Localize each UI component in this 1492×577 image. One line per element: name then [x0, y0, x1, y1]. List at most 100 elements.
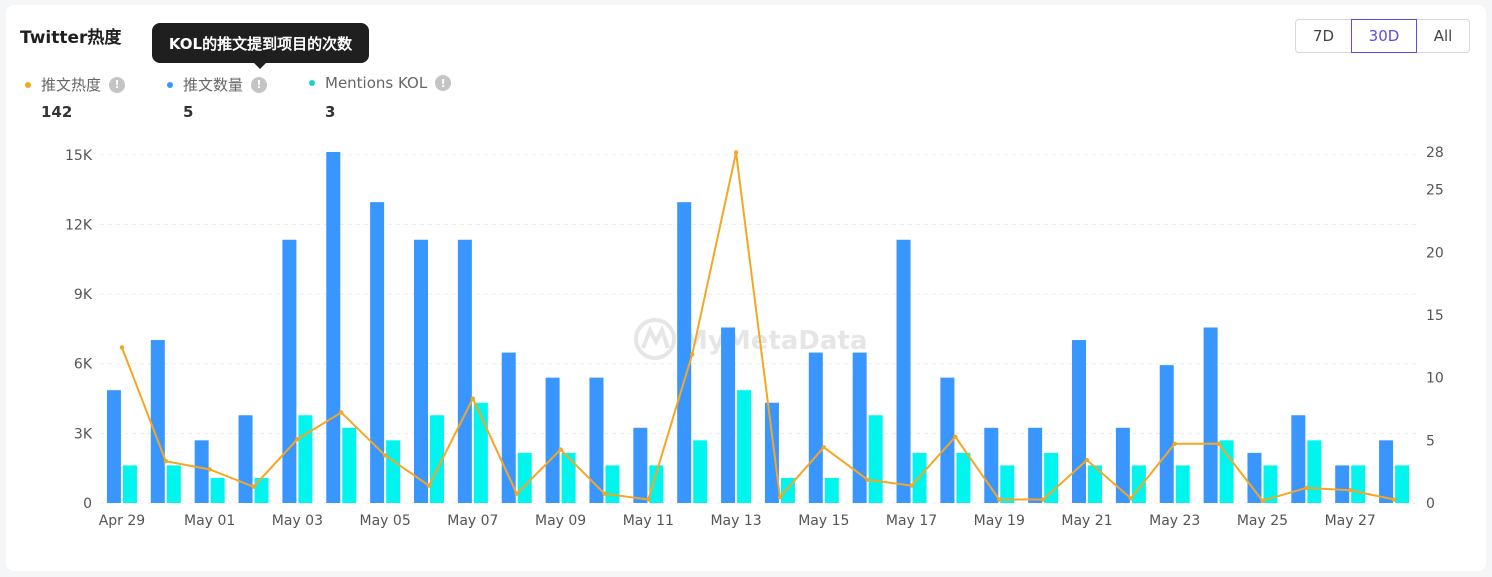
bar-mentions-kol [517, 452, 532, 503]
line-point-heat [514, 491, 519, 496]
bar-tweet-count [1203, 327, 1218, 503]
bar-mentions-kol [1395, 465, 1410, 503]
legend-item-heat[interactable]: 推文热度 ! [25, 74, 126, 95]
line-point-heat [163, 459, 168, 464]
x-tick-label: Apr 29 [99, 513, 145, 529]
line-point-heat [646, 497, 651, 502]
bar-tweet-count [1379, 440, 1394, 503]
info-icon[interactable]: ! [435, 75, 452, 91]
bar-mentions-kol [386, 440, 401, 503]
line-point-heat [1128, 496, 1134, 501]
bar-mentions-kol [956, 452, 971, 503]
bar-tweet-count [589, 377, 604, 503]
x-tick-label: May 01 [184, 513, 235, 529]
x-tick-label: May 23 [1149, 513, 1200, 529]
watermark-icon [634, 318, 676, 360]
legend-value-count: 5 [183, 103, 194, 121]
bar-mentions-kol [824, 477, 839, 503]
x-tick-label: May 21 [1061, 513, 1112, 529]
line-point-heat [953, 434, 958, 440]
info-icon[interactable]: ! [251, 76, 268, 93]
legend-label-mentions: Mentions KOL [325, 74, 428, 92]
range-all-button[interactable]: All [1417, 19, 1470, 53]
legend-item-count[interactable]: 推文数量 ! [167, 74, 268, 95]
y-tick-label-right: 5 [1426, 433, 1435, 449]
bar-tweet-count [896, 239, 911, 503]
line-point-heat [690, 352, 695, 357]
y-tick-label-right: 28 [1426, 145, 1444, 161]
bar-mentions-kol [693, 440, 708, 503]
bar-mentions-kol [1351, 465, 1366, 503]
line-point-heat [558, 447, 563, 452]
bar-tweet-count [457, 239, 472, 503]
watermark-text: MyMetaData [682, 326, 867, 356]
line-point-heat [119, 345, 125, 350]
info-icon[interactable]: ! [109, 76, 126, 93]
bar-tweet-count [1028, 427, 1043, 503]
line-point-heat [602, 491, 607, 496]
info-tooltip: KOL的推文提到项目的次数 [152, 23, 369, 63]
bar-tweet-count [545, 377, 560, 503]
bar-tweet-count [414, 239, 428, 503]
x-tick-label: May 07 [447, 513, 498, 529]
line-point-heat [1304, 485, 1309, 491]
bar-mentions-kol [1263, 465, 1278, 503]
bar-tweet-count [1247, 452, 1262, 503]
y-tick-label-right: 15 [1426, 308, 1444, 324]
bar-tweet-count [677, 202, 692, 503]
bar-tweet-count [326, 152, 341, 503]
bar-mentions-kol [254, 477, 269, 503]
bar-mentions-kol [605, 465, 620, 503]
line-point-heat [909, 483, 914, 488]
line-point-heat [207, 467, 212, 472]
line-point-heat [470, 396, 476, 401]
line-point-heat [1260, 498, 1265, 503]
bar-tweet-count [150, 340, 165, 503]
bar-mentions-kol [561, 452, 576, 503]
line-point-heat [426, 483, 432, 488]
bar-tweet-count [852, 352, 867, 503]
line-point-heat [997, 497, 1002, 502]
line-point-heat [821, 445, 826, 450]
x-tick-label: May 09 [535, 513, 586, 529]
bar-tweet-count [1159, 365, 1174, 503]
y-tick-label-left: 15K [65, 148, 93, 164]
bar-tweet-count [764, 402, 779, 503]
y-tick-label-left: 0 [83, 496, 92, 512]
x-tick-label: May 25 [1237, 513, 1288, 529]
bar-tweet-count [721, 327, 736, 503]
x-tick-label: May 19 [974, 513, 1025, 529]
x-tick-label: May 15 [798, 513, 849, 529]
line-tweet-heat [121, 152, 1395, 502]
bar-mentions-kol [473, 402, 488, 503]
range-7d-button[interactable]: 7D [1295, 19, 1351, 53]
tooltip-arrow [253, 62, 267, 69]
bar-tweet-count [106, 390, 121, 503]
line-point-heat [339, 410, 344, 415]
x-tick-label: May 03 [272, 513, 323, 529]
bar-tweet-count [808, 352, 823, 503]
y-tick-label-right: 0 [1426, 496, 1435, 512]
line-point-heat [1040, 497, 1046, 502]
bar-mentions-kol [1088, 465, 1102, 503]
chart-title: Twitter热度 [20, 28, 122, 48]
y-tick-label-right: 25 [1426, 183, 1444, 199]
x-tick-label: May 05 [360, 513, 411, 529]
bar-mentions-kol [342, 427, 357, 503]
range-30d-button[interactable]: 30D [1351, 19, 1417, 53]
line-point-heat [382, 453, 388, 458]
time-range-selector: 7D 30D All [1295, 19, 1470, 53]
bar-mentions-kol [1219, 440, 1234, 503]
x-tick-label: May 27 [1325, 513, 1376, 529]
y-tick-label-left: 6K [74, 357, 93, 373]
bar-tweet-count [940, 377, 955, 503]
x-tick-label: May 11 [623, 513, 674, 529]
legend-item-mentions[interactable]: Mentions KOL ! [309, 74, 452, 92]
bar-mentions-kol [122, 465, 137, 503]
y-tick-label-left: 3K [74, 426, 93, 442]
line-point-heat [1348, 488, 1353, 493]
legend-value-mentions: 3 [325, 103, 336, 121]
watermark-icon-mark [641, 324, 670, 349]
bar-tweet-count [238, 415, 253, 503]
